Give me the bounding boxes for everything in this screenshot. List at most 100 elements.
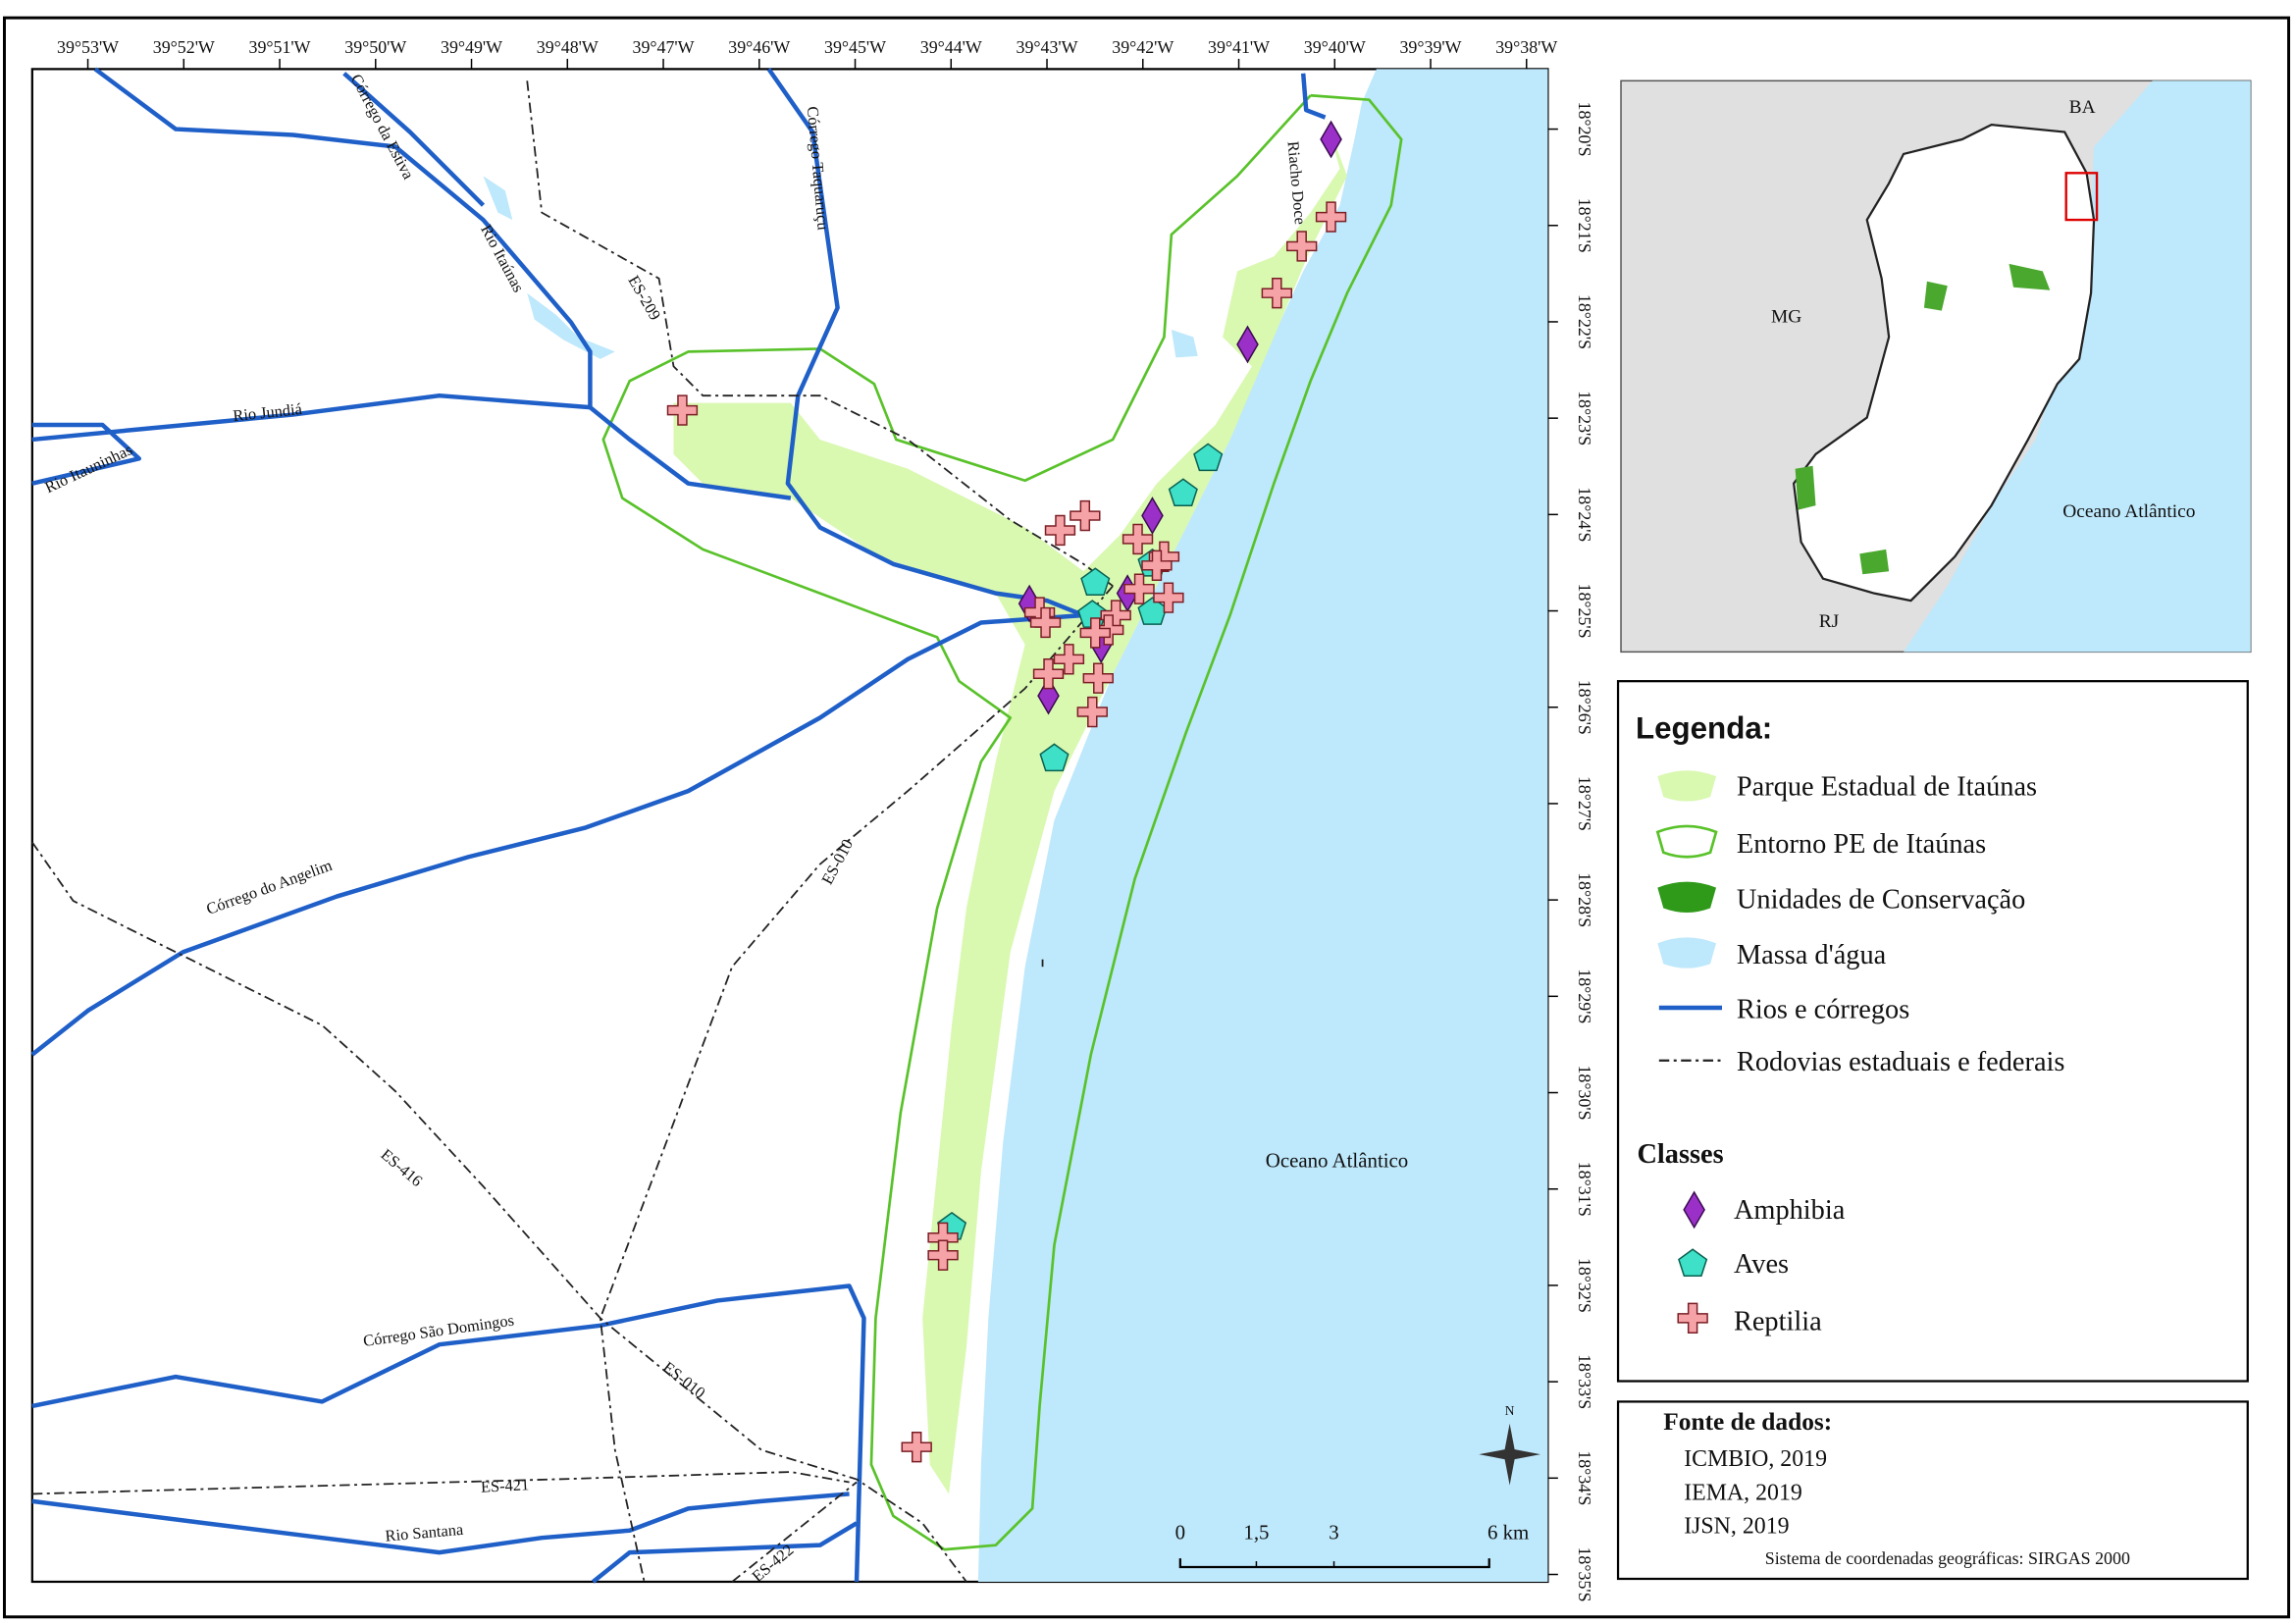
latitude-label: 18°35'S [1575,1546,1594,1601]
road [526,80,1114,587]
reptilia-marker [927,1239,959,1271]
legend-item: Rodovias estaduais e federais [1737,1047,2065,1077]
latitude-label: 18°28'S [1575,872,1594,927]
occurrence-markers [666,120,1347,1463]
reptilia-marker [1053,644,1085,675]
latitude-label: 18°31'S [1575,1162,1594,1217]
crs-note: Sistema de coordenadas geográficas: SIRG… [1765,1548,2130,1568]
reptilia-marker [1076,696,1108,728]
reptilia-marker [1082,662,1114,694]
longitude-label: 39°47'W [633,37,695,57]
scale-label: 1,5 [1243,1521,1269,1544]
longitude-label: 39°41'W [1208,37,1270,57]
aves-marker [1080,567,1111,597]
legend: Legenda: Parque Estadual de Itaúnas Entor… [1616,680,2249,1383]
river [30,612,1084,1057]
longitude-label: 39°43'W [1017,37,1078,57]
latitude-label: 18°22'S [1575,294,1594,349]
source-item: ICMBIO, 2019 [1684,1446,1827,1472]
road [31,841,967,1583]
reptilia-marker [1148,541,1180,573]
park-area [673,117,1347,1494]
sources: Fonte de dados: ICMBIO, 2019 IEMA, 2019 … [1616,1400,2249,1581]
aves-marker [1678,1248,1708,1277]
latitude-label: 18°34'S [1575,1450,1594,1505]
amphibia-marker [1141,497,1164,535]
river [1300,73,1327,120]
lagoon [1171,330,1198,358]
longitude-label: 39°44'W [920,37,982,57]
river [31,67,593,443]
north-label: N [1505,1403,1515,1418]
reptilia-marker [1122,523,1154,555]
park-buffer [601,93,1403,1551]
classes-title: Classes [1637,1139,1723,1170]
inset-label: RJ [1819,611,1840,632]
ocean-label: Oceano Atlântico [1266,1149,1409,1173]
latitude-label: 18°32'S [1575,1258,1594,1313]
reptilia-marker [1153,582,1184,613]
aves-marker [1193,443,1224,472]
road [31,1471,850,1495]
road-label: ES-421 [480,1475,529,1496]
aves-marker [1168,478,1198,506]
scale-label: 3 [1329,1521,1338,1544]
latitude-label: 18°21'S [1575,198,1594,253]
legend-item: Entorno PE de Itaúnas [1737,829,1986,860]
inset-label: BA [2069,97,2096,118]
longitude-label: 39°45'W [824,37,886,57]
reptilia-marker [1044,514,1076,547]
latitude-label: 18°33'S [1575,1354,1594,1409]
inset-label: MG [1771,307,1801,328]
amphibia-marker [1236,325,1259,364]
latitude-label: 18°24'S [1575,487,1594,542]
source-item: IEMA, 2019 [1684,1480,1802,1505]
reptilia-marker [1123,573,1155,604]
river [31,1492,850,1555]
reptilia-marker [1315,201,1347,233]
legend-class: Aves [1734,1249,1789,1280]
amphibia-marker [1683,1190,1705,1230]
ocean [977,69,1548,1582]
source-item: IJSN, 2019 [1684,1514,1789,1540]
river [592,1521,859,1584]
reptilia-marker [1261,278,1292,309]
inset-label: Oceano Atlântico [2062,501,2195,522]
longitude-label: 39°51'W [249,37,311,57]
longitude-label: 39°38'W [1495,37,1557,57]
reptilia-marker [1141,550,1173,581]
latitude-label: 18°25'S [1575,583,1594,638]
longitude-label: 39°48'W [537,37,599,57]
road [599,585,1114,1583]
legend-title: Legenda: [1636,710,1772,745]
latitude-label: 18°29'S [1575,969,1594,1023]
legend-class: Amphibia [1734,1195,1846,1226]
longitude-label: 39°40'W [1304,37,1366,57]
reptilia-marker [666,394,699,426]
rivers [30,67,1327,1584]
legend-item: Massa d'água [1737,940,1887,970]
legend-item: Unidades de Conservação [1737,884,2025,915]
inset-map: BA MG RJ Oceano Atlântico [1620,79,2252,654]
road [731,1481,858,1583]
legend-item: Parque Estadual de Itaúnas [1737,772,2037,803]
legend-class: Reptilia [1734,1306,1822,1336]
legend-item: Rios e córregos [1737,994,1909,1024]
reptilia-marker [1079,617,1111,649]
reptilia-marker [1070,499,1101,532]
reptilia-marker [1032,658,1065,690]
reptilia-marker [901,1432,932,1463]
sources-title: Fonte de dados: [1663,1408,1832,1436]
longitude-label: 39°50'W [344,37,406,57]
scale-label: 0 [1175,1521,1185,1544]
latitude-label: 18°26'S [1575,680,1594,735]
latitude-label: 18°20'S [1575,102,1594,157]
reptilia-marker [1029,606,1062,639]
coordinates: 39°53'W 39°52'W 39°51'W 39°50'W 39°49'W 39°48… [57,37,1594,1602]
longitude-label: 39°46'W [728,37,790,57]
longitude-label: 39°49'W [441,37,502,57]
reptilia-marker [1677,1302,1708,1335]
river [342,72,486,207]
